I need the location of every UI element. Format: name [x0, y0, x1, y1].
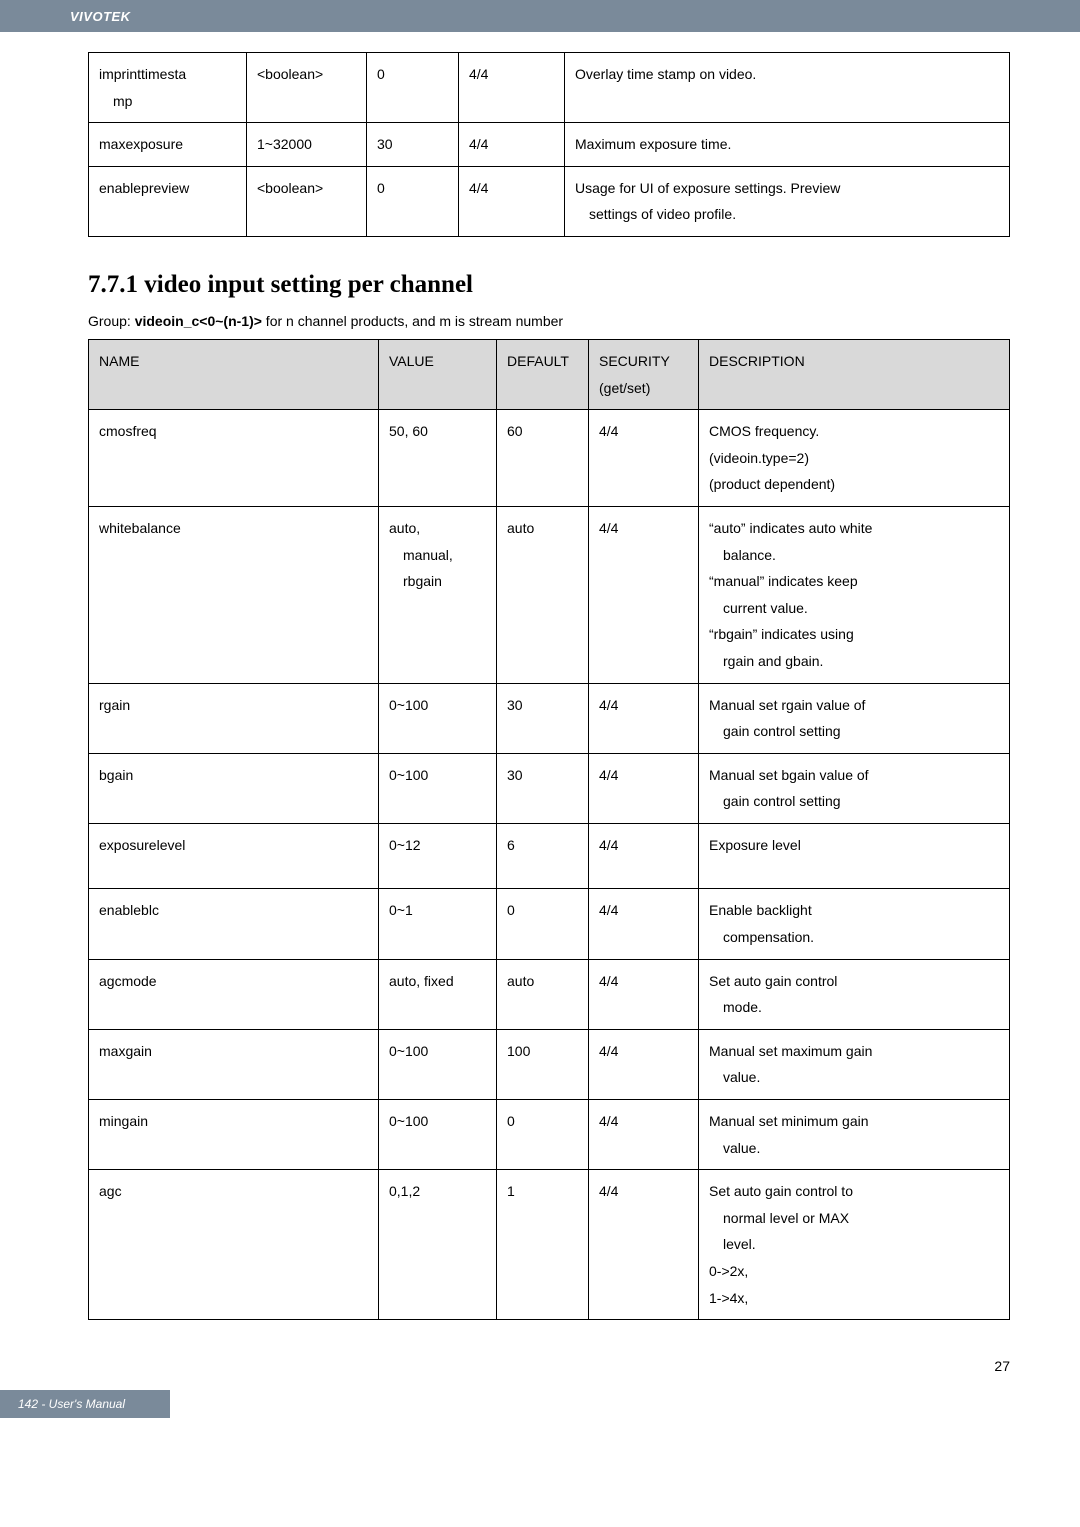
cell: Set auto gain control to normal level or… — [699, 1170, 1010, 1320]
cell: maxgain — [89, 1029, 379, 1099]
table-row: maxexposure 1~32000 30 4/4 Maximum expos… — [89, 123, 1010, 167]
cell: auto — [497, 506, 589, 683]
cell: 4/4 — [589, 1100, 699, 1170]
cell: 4/4 — [589, 1170, 699, 1320]
cell: 1 — [497, 1170, 589, 1320]
cell: mingain — [89, 1100, 379, 1170]
cell: 0 — [367, 166, 459, 236]
cell: 4/4 — [459, 53, 565, 123]
cell: 4/4 — [589, 889, 699, 959]
footer: 27 142 - User's Manual — [0, 1368, 1080, 1418]
cell: Maximum exposure time. — [565, 123, 1010, 167]
cell: 0 — [497, 889, 589, 959]
cell: 100 — [497, 1029, 589, 1099]
cell: enablepreview — [89, 166, 247, 236]
cell: 0~12 — [379, 823, 497, 889]
table-row: agcmode auto, fixed auto 4/4 Set auto ga… — [89, 959, 1010, 1029]
table-row: bgain 0~100 30 4/4 Manual set bgain valu… — [89, 753, 1010, 823]
cell: Manual set rgain value of gain control s… — [699, 683, 1010, 753]
cell: “auto” indicates auto white balance. “ma… — [699, 506, 1010, 683]
cell: 4/4 — [459, 123, 565, 167]
cell: Usage for UI of exposure settings. Previ… — [565, 166, 1010, 236]
col-value: VALUE — [379, 339, 497, 409]
cell: 4/4 — [589, 823, 699, 889]
cell: 6 — [497, 823, 589, 889]
table-row: whitebalance auto, manual, rbgain auto 4… — [89, 506, 1010, 683]
cell: Manual set minimum gain value. — [699, 1100, 1010, 1170]
params-table: NAME VALUE DEFAULT SECURITY(get/set) DES… — [88, 339, 1010, 1320]
col-description: DESCRIPTION — [699, 339, 1010, 409]
table-row: agc 0,1,2 1 4/4 Set auto gain control to… — [89, 1170, 1010, 1320]
cell: 0~100 — [379, 683, 497, 753]
cell: Manual set bgain value of gain control s… — [699, 753, 1010, 823]
cell: 0~100 — [379, 1029, 497, 1099]
col-default: DEFAULT — [497, 339, 589, 409]
cell: agcmode — [89, 959, 379, 1029]
cell: bgain — [89, 753, 379, 823]
col-name: NAME — [89, 339, 379, 409]
cell: 0 — [367, 53, 459, 123]
cell: 4/4 — [459, 166, 565, 236]
brand-text: VIVOTEK — [70, 9, 131, 24]
cell: rgain — [89, 683, 379, 753]
table-header-row: NAME VALUE DEFAULT SECURITY(get/set) DES… — [89, 339, 1010, 409]
cell: 4/4 — [589, 683, 699, 753]
table-row: mingain 0~100 0 4/4 Manual set minimum g… — [89, 1100, 1010, 1170]
cell: whitebalance — [89, 506, 379, 683]
cell: Set auto gain control mode. — [699, 959, 1010, 1029]
cell: 0~1 — [379, 889, 497, 959]
cell: Overlay time stamp on video. — [565, 53, 1010, 123]
cell: 0 — [497, 1100, 589, 1170]
cell: auto, manual, rbgain — [379, 506, 497, 683]
table-row: imprinttimesta mp <boolean> 0 4/4 Overla… — [89, 53, 1010, 123]
cell: 4/4 — [589, 1029, 699, 1099]
overlay-table: imprinttimesta mp <boolean> 0 4/4 Overla… — [88, 52, 1010, 237]
table-row: enablepreview <boolean> 0 4/4 Usage for … — [89, 166, 1010, 236]
cell: Enable backlight compensation. — [699, 889, 1010, 959]
page-content: imprinttimesta mp <boolean> 0 4/4 Overla… — [0, 32, 1080, 1368]
group-line: Group: videoin_c<0~(n-1)> for n channel … — [88, 313, 1010, 329]
cell: 0,1,2 — [379, 1170, 497, 1320]
cell: maxexposure — [89, 123, 247, 167]
cell: 0~100 — [379, 1100, 497, 1170]
cell: 4/4 — [589, 410, 699, 507]
cell: 60 — [497, 410, 589, 507]
table-row: enableblc 0~1 0 4/4 Enable backlight com… — [89, 889, 1010, 959]
cell: Exposure level — [699, 823, 1010, 889]
cell: enableblc — [89, 889, 379, 959]
table-row: maxgain 0~100 100 4/4 Manual set maximum… — [89, 1029, 1010, 1099]
cell: cmosfreq — [89, 410, 379, 507]
cell: 4/4 — [589, 753, 699, 823]
cell: 30 — [497, 683, 589, 753]
page-number-left: 142 - User's Manual — [0, 1390, 170, 1418]
cell: 1~32000 — [247, 123, 367, 167]
cell: exposurelevel — [89, 823, 379, 889]
cell: Manual set maximum gain value. — [699, 1029, 1010, 1099]
cell: auto, fixed — [379, 959, 497, 1029]
col-security: SECURITY(get/set) — [589, 339, 699, 409]
header-band: VIVOTEK — [0, 0, 1080, 32]
table-row: cmosfreq 50, 60 60 4/4 CMOS frequency. (… — [89, 410, 1010, 507]
cell: agc — [89, 1170, 379, 1320]
cell: 50, 60 — [379, 410, 497, 507]
cell: 0~100 — [379, 753, 497, 823]
cell: CMOS frequency. (videoin.type=2) (produc… — [699, 410, 1010, 507]
cell: 30 — [367, 123, 459, 167]
cell: 30 — [497, 753, 589, 823]
page-number-right: 27 — [994, 1358, 1010, 1374]
table-row: rgain 0~100 30 4/4 Manual set rgain valu… — [89, 683, 1010, 753]
cell: <boolean> — [247, 166, 367, 236]
cell: imprinttimesta mp — [89, 53, 247, 123]
cell: 4/4 — [589, 959, 699, 1029]
cell: auto — [497, 959, 589, 1029]
cell: 4/4 — [589, 506, 699, 683]
table-row: exposurelevel 0~12 6 4/4 Exposure level — [89, 823, 1010, 889]
cell: <boolean> — [247, 53, 367, 123]
section-heading: 7.7.1 video input setting per channel — [88, 271, 1010, 299]
